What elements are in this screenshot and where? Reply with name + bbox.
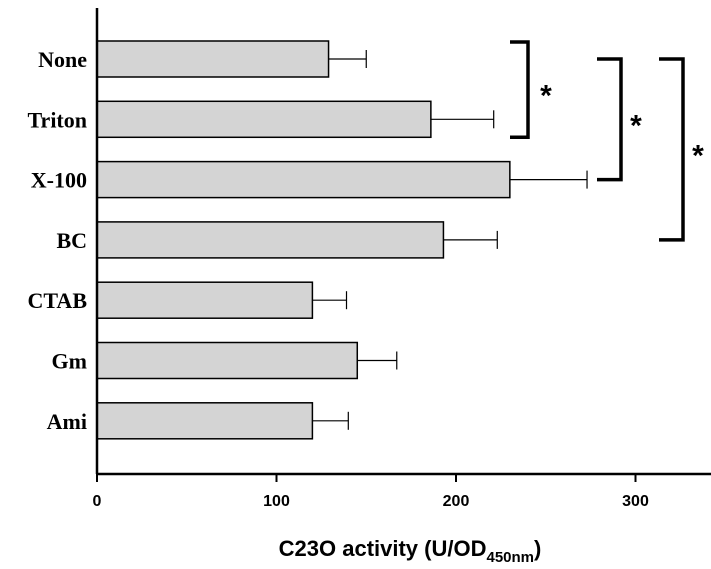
bar-x-100: [96, 160, 511, 199]
x-tick-label-300: 300: [622, 493, 649, 510]
significance-star-3: *: [692, 139, 704, 172]
significance-star-2: *: [630, 109, 642, 142]
category-label-none: None: [38, 47, 87, 72]
x-axis-title: C23O activity (U/OD450nm): [279, 536, 542, 566]
error-bars-group: [312, 50, 588, 430]
x-tick-label-100: 100: [263, 493, 290, 510]
category-label-ami: Ami: [47, 409, 87, 434]
significance-star-1: *: [540, 80, 552, 113]
category-label-gm: Gm: [52, 349, 87, 374]
significance-bracket-2: [597, 57, 623, 182]
significance-bracket-1: [510, 40, 530, 140]
bar-none: [96, 40, 330, 78]
axes-group: [95, 8, 711, 476]
x-tick-label-200: 200: [443, 493, 470, 510]
bar-ami: [96, 402, 314, 440]
x-tick-label-0: 0: [93, 493, 102, 510]
category-label-triton: Triton: [28, 107, 87, 132]
bars-group: [96, 40, 511, 440]
bar-triton: [96, 100, 432, 139]
significance-brackets-group: * * *: [510, 40, 704, 242]
category-label-x-100: X-100: [31, 168, 87, 193]
category-label-ctab: CTAB: [28, 288, 88, 313]
bar-bc: [96, 221, 445, 259]
bar-gm: [96, 341, 359, 380]
category-labels-group: None Triton X-100 BC CTAB Gm Ami: [28, 47, 88, 434]
significance-bracket-3: [659, 57, 685, 242]
x-ticks-group: 0 100 200 300: [93, 474, 649, 510]
bar-ctab: [96, 281, 314, 319]
category-label-bc: BC: [56, 228, 87, 253]
